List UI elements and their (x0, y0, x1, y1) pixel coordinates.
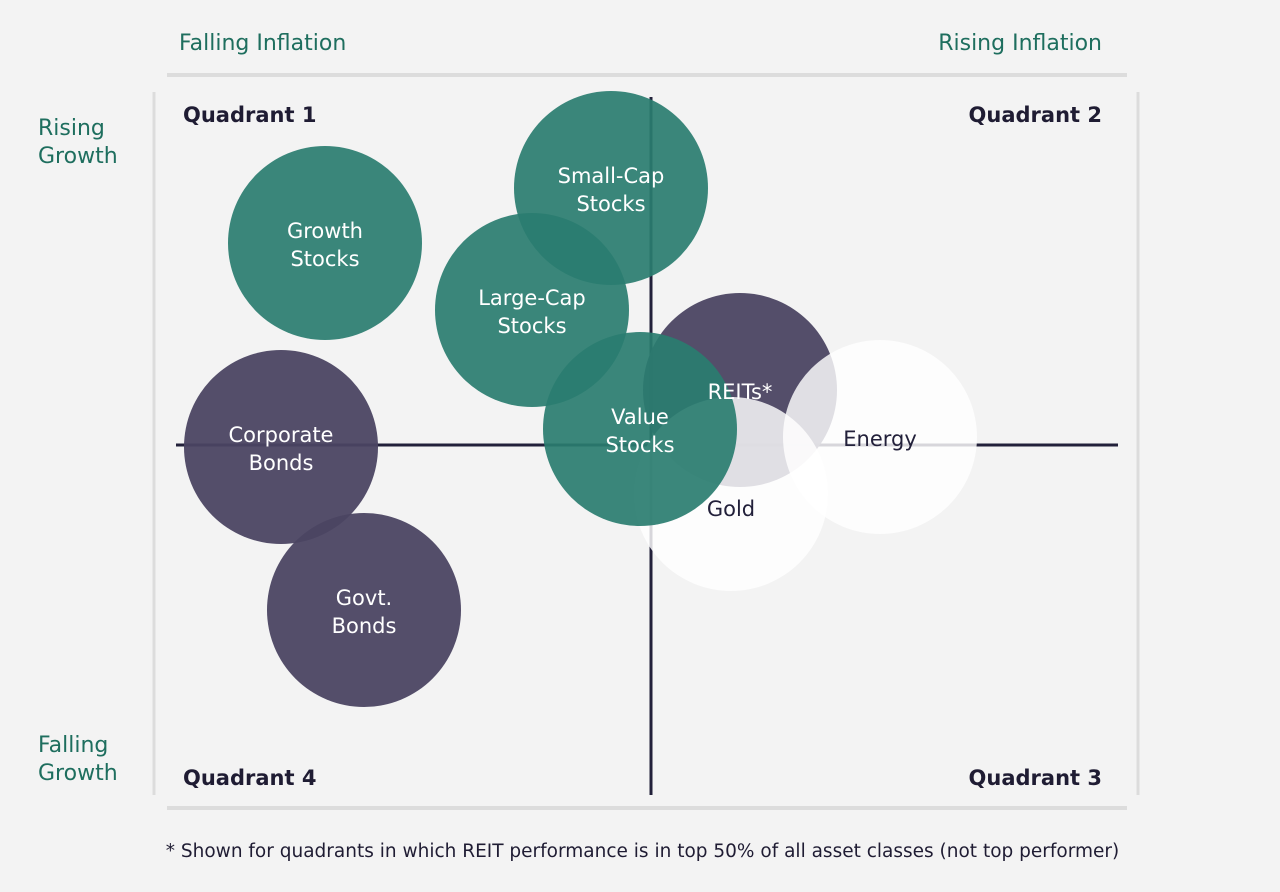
falling-inflation-label: Falling Inflation (179, 31, 347, 56)
quadrant-2-label: Quadrant 2 (968, 103, 1102, 127)
quadrant-3-label: Quadrant 3 (968, 766, 1102, 790)
large-cap-stocks-label: Large-Cap Stocks (478, 286, 586, 338)
rising-inflation-label: Rising Inflation (938, 31, 1102, 56)
energy-label: Energy (843, 427, 917, 451)
reits-label: REITs* (708, 380, 773, 404)
value-stocks-bubble (543, 332, 737, 526)
small-cap-stocks-label: Small-Cap Stocks (558, 164, 665, 216)
growth-stocks-bubble (228, 146, 422, 340)
corporate-bonds-label: Corporate Bonds (229, 423, 334, 475)
falling-growth-label: Falling Growth (38, 733, 118, 786)
value-stocks-label: Value Stocks (605, 405, 674, 457)
quadrant-4-label: Quadrant 4 (183, 766, 317, 790)
govt-bonds-bubble (267, 513, 461, 707)
asset-bubbles (184, 91, 977, 707)
govt-bonds-label: Govt. Bonds (332, 586, 397, 638)
corporate-bonds-bubble (184, 350, 378, 544)
quadrant-1-label: Quadrant 1 (183, 103, 317, 127)
asset-labels: Growth Stocks Small-Cap Stocks Large-Cap Stoc… (229, 164, 917, 638)
footnote: * Shown for quadrants in which REIT perf… (165, 841, 1120, 862)
growth-stocks-label: Growth Stocks (287, 219, 363, 271)
gold-label: Gold (707, 497, 755, 521)
rising-growth-label: Rising Growth (38, 116, 118, 169)
energy-bubble (783, 340, 977, 534)
